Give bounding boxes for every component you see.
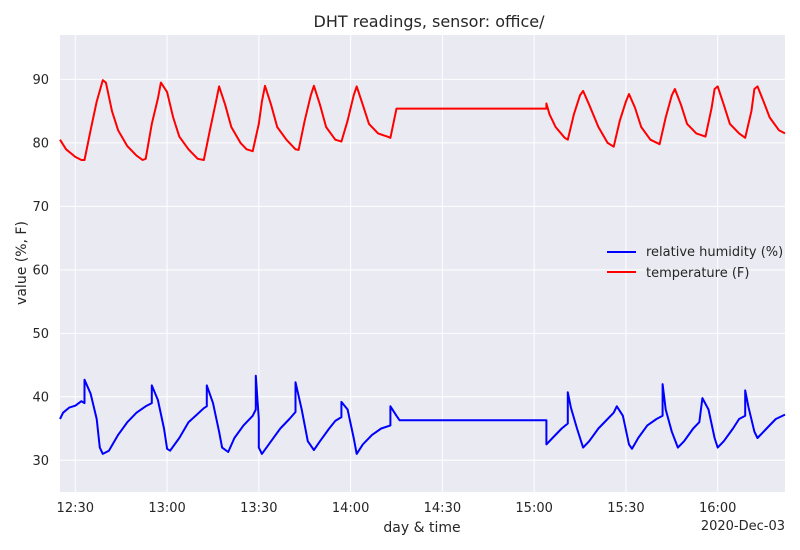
legend: relative humidity (%) temperature (F)	[607, 245, 783, 281]
y-tick-label-70: 70	[32, 200, 49, 215]
x-tick-label-1600: 16:00	[699, 501, 736, 516]
x-axis-label: day & time	[383, 520, 460, 536]
y-axis-label: value (%, F)	[14, 221, 30, 305]
x-axis-date-label: 2020-Dec-03	[701, 519, 785, 534]
y-tick-label-80: 80	[32, 136, 49, 151]
legend-label-temperature: temperature (F)	[646, 266, 749, 281]
x-tick-label-1430: 14:30	[424, 501, 461, 516]
plot-area	[60, 35, 785, 492]
series-line-humidity	[59, 374, 786, 455]
x-tick-label-1530: 15:30	[607, 501, 644, 516]
x-tick-label-1500: 15:00	[515, 501, 552, 516]
y-tick-label-30: 30	[32, 454, 49, 469]
x-tick-label-1330: 13:30	[240, 501, 277, 516]
series-line-temperature	[59, 79, 786, 161]
y-tick-label-40: 40	[32, 390, 49, 405]
series-layer	[59, 79, 786, 455]
x-tick-label-1400: 14:00	[332, 501, 369, 516]
y-tick-label-60: 60	[32, 263, 49, 278]
y-tick-label-50: 50	[32, 327, 49, 342]
y-tick-label-90: 90	[32, 73, 49, 88]
tick-labels: 30 40 50 60 70 80 90 12:30 13:00 13:30 14:00 14:30 1…	[32, 73, 736, 516]
chart-title: DHT readings, sensor: office/	[314, 12, 546, 31]
legend-label-humidity: relative humidity (%)	[646, 245, 783, 260]
x-tick-label-1300: 13:00	[148, 501, 185, 516]
x-tick-label-1230: 12:30	[57, 501, 94, 516]
